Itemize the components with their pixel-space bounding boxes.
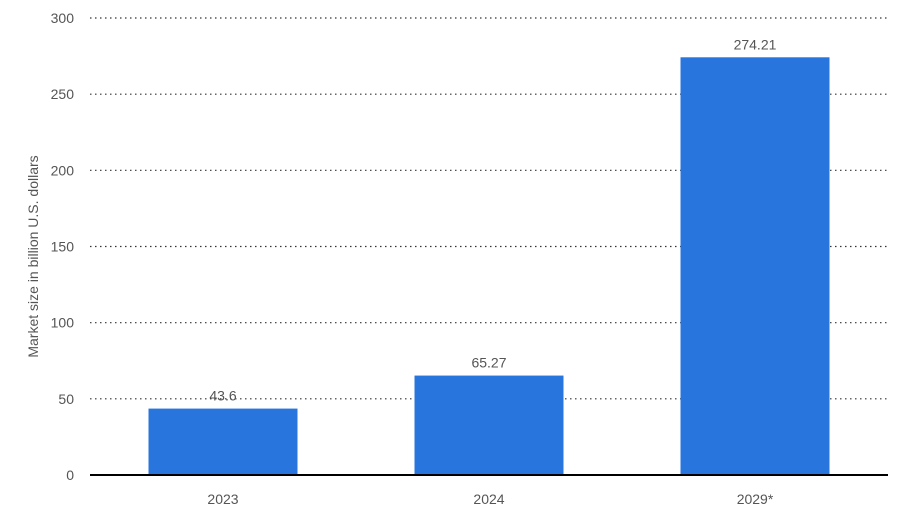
x-tick-label: 2029*: [737, 491, 774, 507]
x-tick-label: 2023: [207, 491, 238, 507]
y-tick-label: 300: [51, 10, 75, 26]
y-tick-label: 0: [66, 467, 74, 483]
bar-value-label: 43.6: [209, 388, 236, 404]
y-tick-label: 50: [58, 391, 74, 407]
y-tick-label: 150: [51, 239, 75, 255]
y-tick-label: 250: [51, 86, 75, 102]
bar: [148, 408, 298, 475]
bar-value-label: 274.21: [734, 36, 777, 52]
x-tick-label: 2024: [473, 491, 504, 507]
bar: [680, 57, 830, 475]
y-axis-title: Market size in billion U.S. dollars: [25, 155, 41, 357]
y-tick-label: 100: [51, 315, 75, 331]
y-axis-ticks: 0 50 100 150 200 250 300: [51, 10, 75, 483]
x-axis-ticks: 2023 2024 2029*: [207, 491, 773, 507]
value-labels: 43.6 65.27 274.21: [209, 36, 776, 403]
y-tick-label: 200: [51, 162, 75, 178]
bar-value-label: 65.27: [471, 355, 506, 371]
bars: [148, 57, 830, 475]
bar: [414, 375, 564, 475]
